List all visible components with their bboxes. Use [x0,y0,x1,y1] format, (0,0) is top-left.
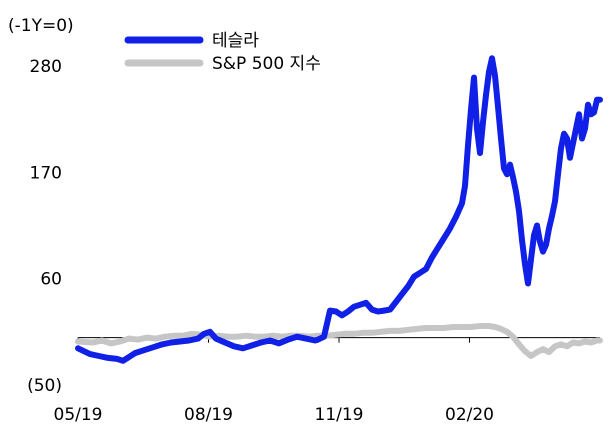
y-tick-label: 60 [40,270,62,290]
legend-label-sp500: S&P 500 지수 [212,54,321,74]
y-tick-label: 280 [30,57,62,77]
y-tick-label: 170 [30,163,62,183]
y-axis: 280 170 60 (50) [27,57,62,396]
series-line-sp500 [75,323,603,359]
series-line-tesla [75,55,603,364]
x-tick-label: 08/19 [184,405,233,425]
legend-label-tesla: 테슬라 [212,31,259,51]
plot-area [75,55,603,364]
legend: 테슬라 S&P 500 지수 [124,31,321,74]
x-tick-label: 02/20 [445,405,494,425]
x-tick-label: 05/19 [54,405,103,425]
y-unit-label: (-1Y=0) [8,16,74,36]
x-tick-label: 11/19 [315,405,364,425]
y-tick-label: (50) [27,376,62,396]
